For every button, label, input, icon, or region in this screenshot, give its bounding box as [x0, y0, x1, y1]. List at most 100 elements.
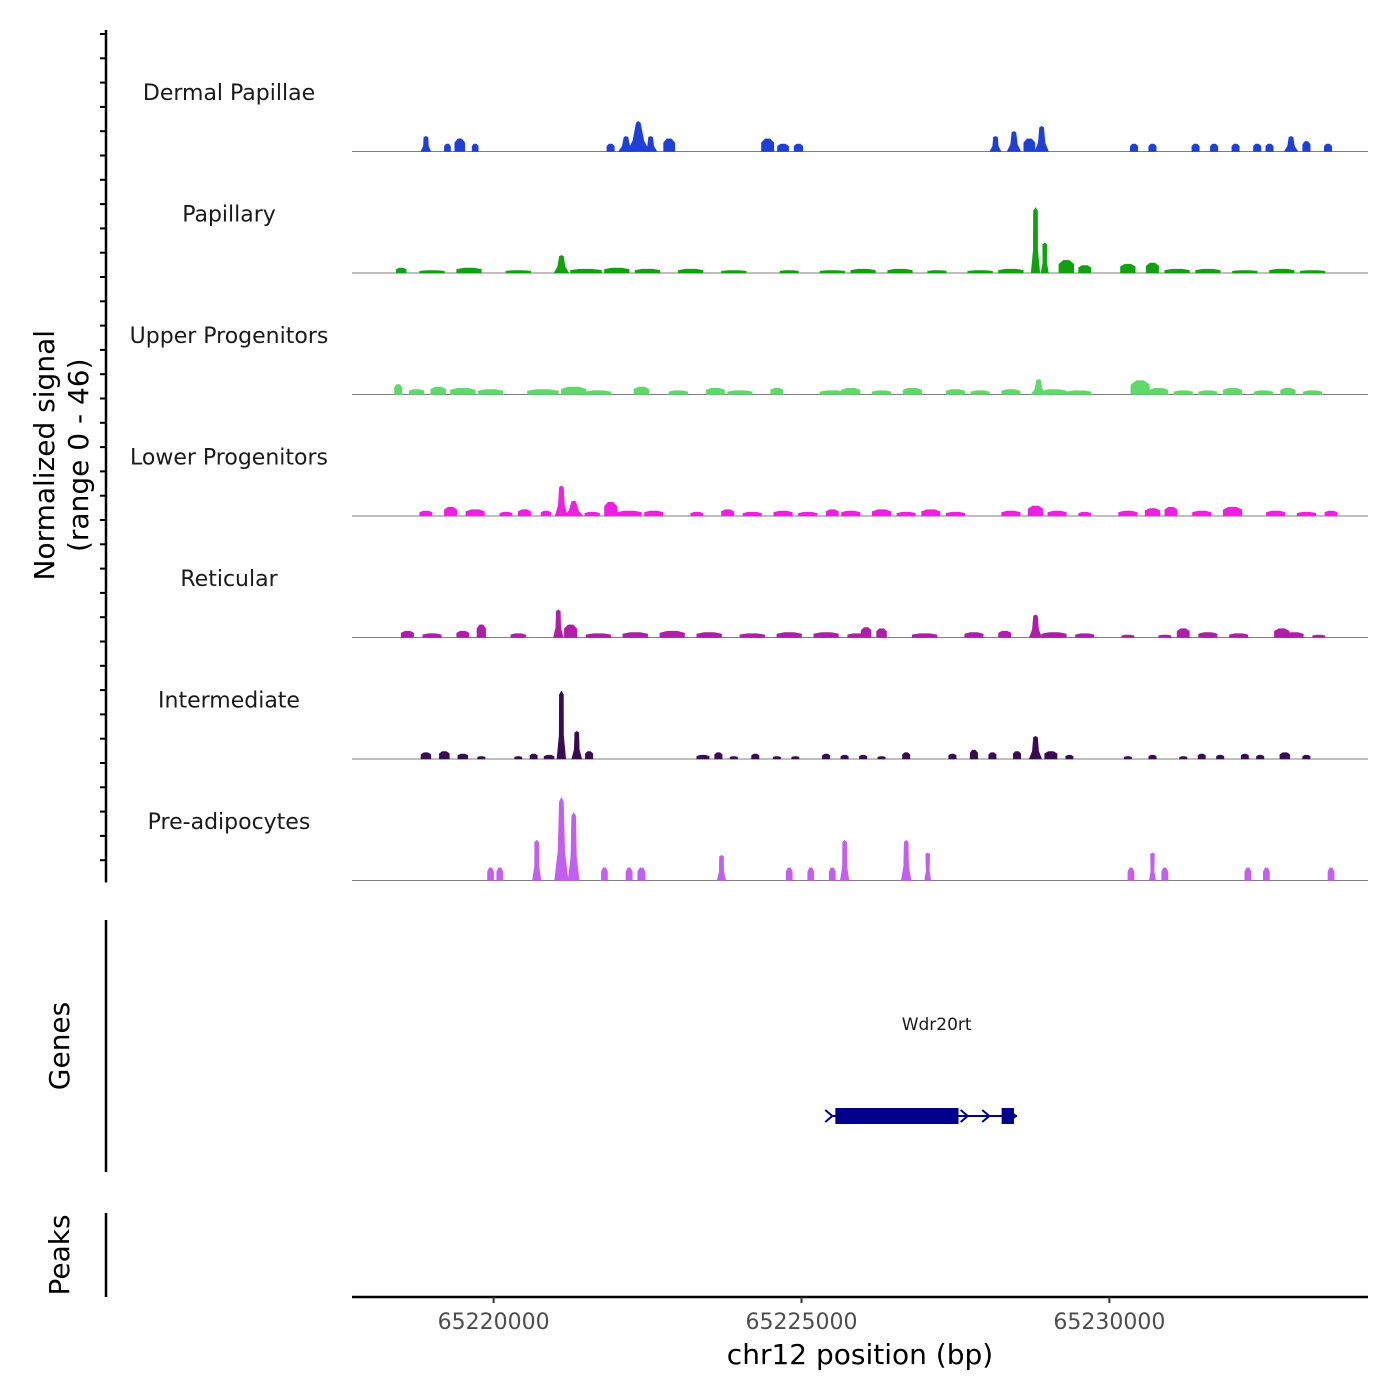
signal-peak-6-3	[554, 796, 569, 881]
signal-peak-5-20	[902, 752, 911, 760]
signal-peak-3-31	[1223, 506, 1243, 517]
signal-peak-3-0	[419, 510, 433, 517]
signal-peak-0-7	[643, 136, 658, 152]
signal-peak-4-4	[510, 633, 526, 638]
signal-peak-2-6	[561, 386, 587, 395]
signal-peak-3-11	[644, 510, 664, 517]
signal-peak-0-22	[1265, 143, 1274, 152]
signal-peak-1-12	[850, 268, 876, 274]
signal-peak-5-31	[1197, 753, 1206, 760]
signal-peak-4-1	[422, 633, 442, 638]
signal-peak-5-2	[457, 753, 469, 760]
signal-peak-5-17	[840, 754, 849, 760]
signal-peak-0-23	[1283, 136, 1299, 152]
signal-peak-6-14	[924, 852, 932, 881]
signal-peak-1-3	[505, 270, 531, 274]
signal-peak-3-23	[1001, 510, 1021, 517]
signal-peak-0-8	[663, 138, 675, 152]
signal-peak-1-5	[570, 268, 602, 274]
signal-peak-1-0	[396, 267, 407, 274]
signal-peak-2-23	[1130, 380, 1150, 395]
signal-peak-1-9	[721, 270, 747, 274]
signal-peak-2-24	[1149, 387, 1169, 395]
signal-peak-2-18	[970, 390, 990, 395]
signal-peak-4-7	[585, 633, 611, 638]
signal-peak-6-1	[496, 867, 504, 881]
signal-peak-4-24	[1158, 634, 1172, 638]
signal-peak-2-9	[668, 390, 688, 395]
signal-peak-3-12	[690, 511, 704, 517]
signal-peak-3-20	[896, 511, 916, 517]
signal-peak-1-7	[634, 268, 661, 274]
signal-peak-6-0	[487, 867, 494, 881]
signal-peak-5-4	[514, 756, 523, 760]
gene-strand-arrow-3	[1008, 1109, 1018, 1123]
signal-peak-6-2	[532, 839, 542, 881]
x-axis: 65220000 65225000 65230000 chr12 position (…	[352, 1295, 1368, 1371]
signal-peak-0-2	[454, 138, 465, 152]
gene-exon-0	[835, 1108, 959, 1124]
signal-peak-2-15	[872, 390, 892, 395]
signal-peak-3-10	[616, 510, 642, 517]
signal-peak-5-32	[1216, 754, 1225, 760]
signal-peak-5-36	[1302, 754, 1311, 760]
signal-peak-1-21	[1120, 263, 1136, 274]
signal-peak-1-27	[1300, 270, 1326, 274]
signal-peak-1-8	[678, 268, 704, 274]
signal-peak-3-15	[773, 510, 793, 517]
series-track-5	[352, 690, 1368, 760]
signal-peak-1-2	[456, 267, 482, 274]
signal-peak-1-24	[1195, 268, 1221, 274]
signal-peak-3-17	[825, 509, 839, 517]
signal-peak-3-24	[1027, 505, 1044, 517]
signal-peak-5-19	[877, 756, 886, 760]
y-axis-title-line1: Normalized signal	[28, 330, 61, 581]
signal-peak-1-13	[887, 268, 913, 274]
signal-peak-0-4	[606, 143, 615, 152]
signal-peak-4-6	[564, 624, 578, 638]
peaks-track: Peaks	[43, 1213, 108, 1297]
signal-peak-2-13	[819, 390, 845, 395]
signal-peak-1-23	[1164, 268, 1190, 274]
signal-peak-0-13	[1006, 131, 1022, 152]
signal-peak-3-4	[518, 509, 531, 517]
track-label-2: Upper Progenitors	[130, 324, 329, 349]
gene-strand-arrow-1	[960, 1109, 970, 1123]
signal-peak-3-25	[1047, 510, 1067, 517]
signal-peak-2-11	[727, 390, 753, 395]
signal-peak-1-6	[604, 267, 630, 274]
signal-peak-6-4	[567, 812, 580, 881]
signal-peak-4-20	[1028, 614, 1043, 638]
signal-peak-4-2	[456, 630, 470, 638]
track-label-5: Intermediate	[158, 689, 300, 714]
x-tick-label-2: 65230000	[1053, 1310, 1165, 1335]
signal-peak-1-20	[1078, 265, 1092, 274]
gene-strand-arrow-2	[981, 1109, 991, 1123]
signal-peak-2-17	[945, 389, 965, 395]
signal-peak-3-29	[1164, 506, 1178, 517]
signal-peak-1-14	[927, 270, 947, 274]
signal-peak-6-7	[637, 867, 646, 881]
series-track-3	[352, 485, 1368, 517]
signal-peak-2-27	[1223, 387, 1243, 395]
signal-peak-2-30	[1303, 390, 1323, 395]
signal-peak-5-25	[1028, 736, 1043, 760]
signal-peak-2-22	[1066, 390, 1092, 395]
signal-peak-5-27	[1065, 754, 1074, 760]
signal-peak-5-29	[1148, 754, 1157, 760]
signal-y-axis: Normalized signal(range 0 - 46)	[28, 30, 108, 883]
signal-peak-4-29	[1284, 632, 1304, 638]
signal-tracks	[352, 121, 1368, 881]
signal-peak-3-3	[499, 511, 513, 517]
peaks-track-label: Peaks	[43, 1214, 76, 1295]
x-tick-label-0: 65220000	[438, 1310, 550, 1335]
signal-peak-6-5	[601, 867, 608, 881]
signal-peak-5-1	[439, 751, 450, 760]
signal-peak-4-17	[912, 633, 938, 638]
signal-peak-3-16	[798, 511, 818, 517]
signal-peak-0-17	[1148, 143, 1157, 152]
signal-peak-2-14	[841, 387, 861, 395]
signal-peak-2-7	[585, 390, 611, 395]
signal-peak-4-3	[476, 624, 486, 638]
track-label-0: Dermal Papillae	[143, 81, 315, 106]
